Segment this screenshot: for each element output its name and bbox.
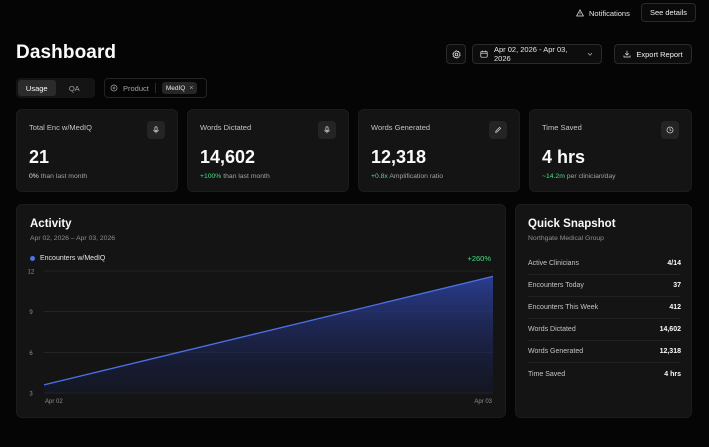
add-circle-icon xyxy=(110,84,118,92)
settings-button[interactable] xyxy=(446,44,466,64)
download-icon xyxy=(623,50,631,58)
list-item: Encounters Today 37 xyxy=(528,275,681,297)
date-range-picker[interactable]: Apr 02, 2026 - Apr 03, 2026 xyxy=(472,44,602,64)
quick-snapshot-panel: Quick Snapshot Northgate Medical Group A… xyxy=(515,204,692,418)
export-report-button[interactable]: Export Report xyxy=(614,44,692,64)
filter-chip[interactable]: MedIQ × xyxy=(161,82,198,94)
stat-label: Total Enc w/MedIQ xyxy=(29,123,92,132)
activity-title: Activity xyxy=(30,218,72,230)
product-filter[interactable]: Product MedIQ × xyxy=(104,78,207,98)
stat-label: Time Saved xyxy=(542,123,582,132)
stat-subtext: +100% than last month xyxy=(200,173,270,180)
series-area xyxy=(44,276,493,393)
close-icon[interactable]: × xyxy=(189,84,194,92)
pencil-icon xyxy=(489,121,507,139)
date-range-label: Apr 02, 2026 - Apr 03, 2026 xyxy=(494,45,568,63)
clock-icon xyxy=(661,121,679,139)
stat-value: 12,318 xyxy=(371,147,427,167)
list-item: Encounters This Week 412 xyxy=(528,297,681,319)
stat-card-words-generated: Words Generated 12,318 +0.8x Amplificati… xyxy=(358,109,520,192)
filter-label: Product xyxy=(123,83,149,93)
list-item: Active Clinicians 4/14 xyxy=(528,253,681,275)
snapshot-title: Quick Snapshot xyxy=(528,218,616,230)
stat-value: 14,602 xyxy=(200,147,256,167)
stat-subtext: ~14.2m per clinician/day xyxy=(542,173,616,180)
list-item: Words Generated 12,318 xyxy=(528,341,681,363)
warning-icon xyxy=(576,9,584,17)
activity-change: +260% xyxy=(467,254,491,263)
y-tick-label: 9 xyxy=(29,310,33,316)
list-item: Words Dictated 14,602 xyxy=(528,319,681,341)
stat-label: Words Dictated xyxy=(200,123,252,132)
mic-icon xyxy=(147,121,165,139)
mic-icon xyxy=(318,121,336,139)
stat-subtext: +0.8x Amplification ratio xyxy=(371,173,443,180)
stat-subtext: 0% than last month xyxy=(29,173,88,180)
stat-value: 21 xyxy=(29,147,50,167)
activity-panel: Activity Apr 02, 2026 – Apr 03, 2026 Enc… xyxy=(16,204,506,418)
notifications-link[interactable]: Notifications xyxy=(576,6,630,20)
top-bar: Notifications See details xyxy=(0,0,709,25)
legend-label: Encounters w/MedIQ xyxy=(40,255,106,262)
y-tick-label: 6 xyxy=(29,351,33,357)
page-title: Dashboard xyxy=(16,42,117,63)
list-item: Time Saved 4 hrs xyxy=(528,370,681,378)
snapshot-list: Active Clinicians 4/14 Encounters Today 37… xyxy=(528,253,681,385)
filter-chip-label: MedIQ xyxy=(165,84,186,92)
stat-card-time-saved: Time Saved 4 hrs ~14.2m per clinician/da… xyxy=(529,109,692,192)
see-details-button[interactable]: See details xyxy=(641,3,696,22)
tab-usage[interactable]: Usage xyxy=(18,80,56,96)
chevron-down-icon xyxy=(587,52,593,56)
view-tabs: Usage QA xyxy=(16,78,95,98)
series-line xyxy=(43,275,494,386)
gear-icon xyxy=(451,49,461,59)
stat-card-total-encounters: Total Enc w/MedIQ 21 0% than last month xyxy=(16,109,178,192)
notifications-label: Notifications xyxy=(589,8,630,18)
y-tick-label: 12 xyxy=(28,270,35,276)
export-report-label: Export Report xyxy=(636,49,683,59)
activity-chart: 3 6 9 12 Apr 02 Apr 03 xyxy=(28,270,494,405)
stat-label: Words Generated xyxy=(371,123,431,132)
chart-legend: Encounters w/MedIQ xyxy=(30,255,105,262)
stat-card-words-dictated: Words Dictated 14,602 +100% than last mo… xyxy=(187,109,349,192)
activity-date-range: Apr 02, 2026 – Apr 03, 2026 xyxy=(30,235,116,242)
x-tick-label: Apr 03 xyxy=(474,399,492,405)
legend-swatch xyxy=(30,256,35,261)
snapshot-org: Northgate Medical Group xyxy=(528,235,604,242)
tab-qa[interactable]: QA xyxy=(68,83,80,93)
calendar-icon xyxy=(480,50,488,58)
x-tick-label: Apr 02 xyxy=(45,399,63,405)
filter-divider xyxy=(154,83,156,93)
y-tick-label: 3 xyxy=(29,392,33,398)
stat-value: 4 hrs xyxy=(542,147,586,167)
